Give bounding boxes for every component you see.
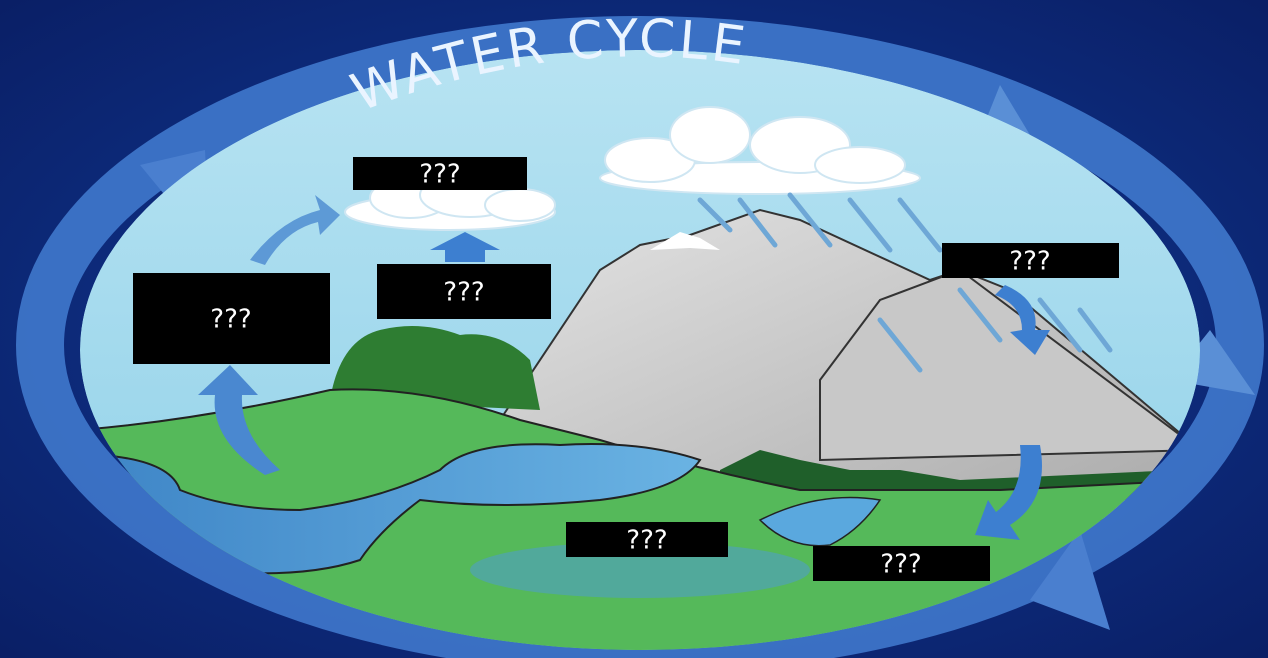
label: ??? <box>443 278 484 308</box>
water-cycle-diagram: WATER CYCLE ??? ??? ??? ??? ??? ??? <box>0 0 1268 658</box>
label: ??? <box>210 305 251 335</box>
label: ??? <box>419 160 460 190</box>
label: ??? <box>626 526 667 556</box>
page: WATER CYCLE ??? ??? ??? ??? ??? ??? (() … <box>0 0 1268 658</box>
label: ??? <box>1009 247 1050 277</box>
label: ??? <box>880 550 921 580</box>
